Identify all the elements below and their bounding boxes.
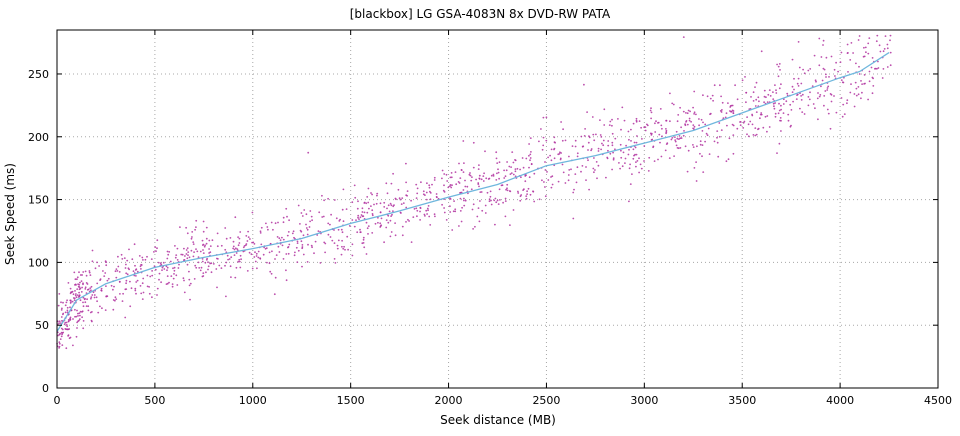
x-tick-label: 4500	[924, 394, 952, 407]
x-tick-label: 2500	[532, 394, 560, 407]
y-tick-label: 200	[28, 131, 49, 144]
x-axis-label: Seek distance (MB)	[440, 413, 556, 427]
y-tick-label: 250	[28, 68, 49, 81]
x-tick-label: 3000	[630, 394, 658, 407]
y-axis-label: Seek Speed (ms)	[3, 163, 17, 265]
x-tick-label: 500	[144, 394, 165, 407]
x-tick-label: 1500	[337, 394, 365, 407]
grid-layer	[56, 30, 939, 389]
y-tick-label: 100	[28, 256, 49, 269]
chart-title: [blackbox] LG GSA-4083N 8x DVD-RW PATA	[350, 7, 611, 21]
trend-line-layer	[56, 52, 890, 332]
y-tick-label: 0	[42, 382, 49, 395]
x-tick-label: 4000	[826, 394, 854, 407]
y-tick-label: 50	[35, 319, 49, 332]
axis-layer: 0 500 1000 1500 2000 2500 3000 3500 4000 4500 0 50 1…	[28, 29, 952, 407]
scatter-points-layer	[56, 34, 892, 350]
x-tick-label: 2000	[435, 394, 463, 407]
x-tick-label: 0	[54, 394, 61, 407]
y-tick-label: 150	[28, 194, 49, 207]
x-tick-label: 1000	[239, 394, 267, 407]
x-tick-label: 3500	[728, 394, 756, 407]
